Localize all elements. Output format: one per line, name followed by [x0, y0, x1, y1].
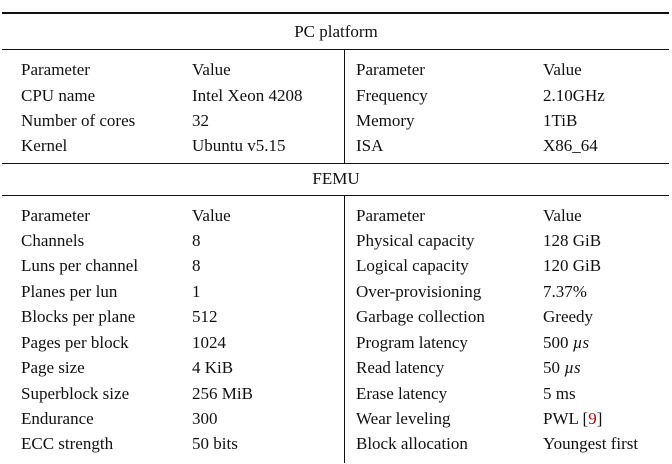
table-cell: 50 bits: [192, 434, 238, 453]
table-cell: 120 GiB: [543, 256, 602, 275]
table-cell: Number of cores: [21, 111, 136, 130]
table-cell: Physical capacity: [356, 231, 475, 250]
table-cell: 1024: [192, 333, 226, 352]
wear-leveling-value: PWL: [543, 409, 579, 428]
table-cell: 2.10GHz: [543, 86, 605, 105]
table-cell: Page size: [21, 358, 85, 377]
table-cell: 256 MiB: [192, 384, 253, 403]
femu-column-divider: [344, 196, 345, 463]
table-cell: Over-provisioning: [356, 282, 482, 301]
table-cell: 512: [192, 307, 218, 326]
program-latency-value: 500: [543, 333, 569, 352]
table-cell: 32: [192, 111, 209, 130]
table-top-rule: [2, 12, 669, 14]
table-cell: Endurance: [21, 409, 94, 428]
femu-header-value: Value: [192, 206, 231, 225]
table-cell: PWL [9]: [543, 409, 602, 429]
pc-header-value-right: Value: [543, 60, 582, 79]
table-cell: Program latency: [356, 333, 468, 352]
table-cell: 1: [192, 282, 201, 301]
table-cell: 8: [192, 231, 201, 250]
table-cell: Greedy: [543, 307, 594, 326]
read-latency-value: 50: [543, 358, 560, 377]
femu-header-parameter: Parameter: [21, 206, 90, 225]
table-cell: Erase latency: [356, 384, 448, 403]
table-cell: Channels: [21, 231, 85, 250]
table-cell: 7.37%: [543, 282, 587, 301]
table-cell: Wear leveling: [356, 409, 451, 428]
citation-link[interactable]: 9: [588, 409, 597, 428]
table-cell: 500 µs: [543, 333, 589, 353]
microseconds-unit: µs: [564, 358, 581, 377]
microseconds-unit: µs: [572, 333, 590, 352]
table-cell: Read latency: [356, 358, 445, 377]
table-cell: X86_64: [543, 136, 598, 155]
table-cell: Garbage collection: [356, 307, 485, 326]
table-cell: 4 KiB: [192, 358, 234, 377]
table-cell: Planes per lun: [21, 282, 118, 301]
table-cell: 8: [192, 256, 201, 275]
table-cell: 50 µs: [543, 358, 581, 378]
femu-header-parameter-right: Parameter: [356, 206, 425, 225]
pc-header-parameter: Parameter: [21, 60, 90, 79]
table-cell: Block allocation: [356, 434, 468, 453]
pc-title-rule: [2, 49, 669, 50]
table-cell: Pages per block: [21, 333, 129, 352]
femu-title-bottom-rule: [2, 195, 669, 196]
table-cell: Ubuntu v5.15: [192, 136, 286, 155]
table-cell: Blocks per plane: [21, 307, 136, 326]
table-cell: Kernel: [21, 136, 68, 155]
table-cell: 5 ms: [543, 384, 576, 403]
femu-title: FEMU: [312, 169, 360, 188]
table-cell: Luns per channel: [21, 256, 139, 275]
pc-column-divider: [344, 50, 345, 163]
table-cell: Frequency: [356, 86, 428, 105]
table-cell: Superblock size: [21, 384, 130, 403]
citation-close-bracket: ]: [596, 409, 603, 428]
femu-header-value-right: Value: [543, 206, 582, 225]
pc-platform-title: PC platform: [294, 22, 378, 41]
table-cell: Memory: [356, 111, 415, 130]
table-cell: 1TiB: [543, 111, 578, 130]
table-cell: ECC strength: [21, 434, 114, 453]
table-cell: CPU name: [21, 86, 96, 105]
table-cell: Intel Xeon 4208: [192, 86, 303, 105]
table-cell: Youngest first: [543, 434, 639, 453]
table-cell: Logical capacity: [356, 256, 469, 275]
femu-title-top-rule: [2, 163, 669, 164]
pc-header-parameter-right: Parameter: [356, 60, 425, 79]
table-cell: 128 GiB: [543, 231, 602, 250]
pc-header-value: Value: [192, 60, 231, 79]
citation-open-bracket: [: [582, 409, 589, 428]
table-cell: ISA: [356, 136, 384, 155]
table-cell: 300: [192, 409, 218, 428]
